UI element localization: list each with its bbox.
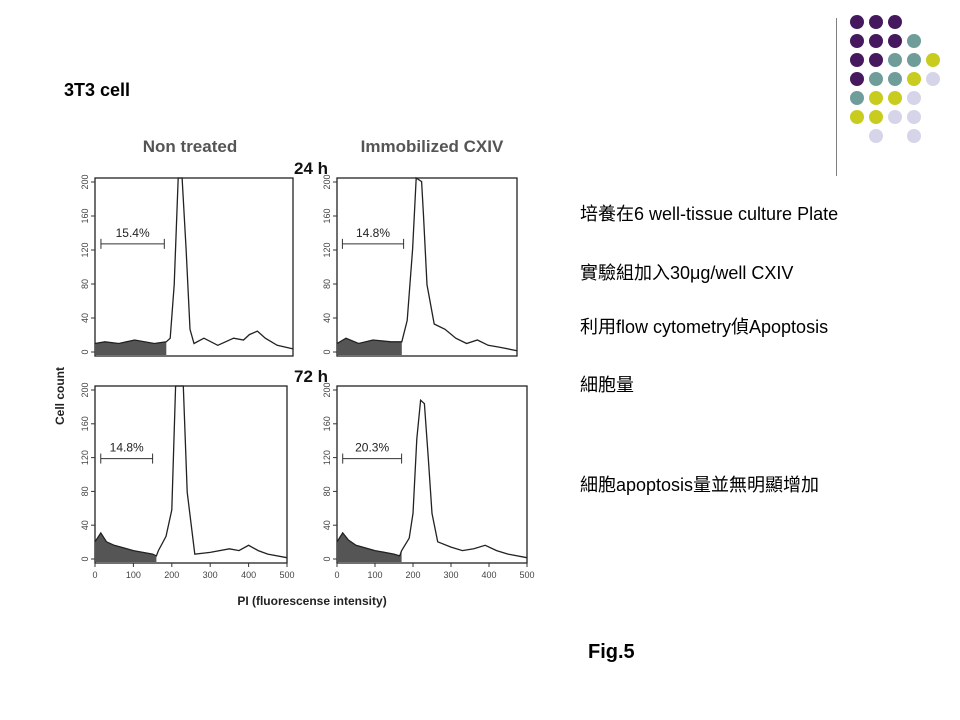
decor-dot [850,110,864,124]
x-tick-label: 500 [279,570,294,580]
figure-label: Fig.5 [588,641,635,663]
decor-dot [850,72,864,86]
decor-dot [926,53,940,67]
y-tick-label: 120 [80,242,90,257]
decor-dot [926,72,940,86]
y-tick-label: 40 [80,520,90,530]
x-tick-label: 100 [367,570,382,580]
x-tick-label: 200 [405,570,420,580]
y-tick-label: 160 [80,208,90,223]
y-tick-label: 80 [322,279,332,289]
histogram-line-non-treated-24h [94,177,294,350]
histogram-line-cxiv-72h [336,398,528,559]
y-tick-label: 0 [322,556,332,561]
y-tick-label: 200 [80,174,90,189]
y-tick-label: 160 [322,416,332,431]
decor-dot [850,15,864,29]
decor-dot [869,53,883,67]
apoptotic-region-non-treated-72h [95,532,157,562]
decor-dot [869,110,883,124]
divider-line [836,18,837,176]
decor-dot [850,91,864,105]
x-tick-label: 400 [481,570,496,580]
y-tick-label: 80 [80,279,90,289]
decor-dot [869,15,883,29]
y-tick-label: 0 [322,349,332,354]
time-label-72h: 72 h [294,367,328,386]
gate-percent-cxiv-72h: 20.3% [355,441,389,455]
decor-dot [869,34,883,48]
y-tick-label: 40 [322,313,332,323]
decor-dot [888,34,902,48]
bullet-method: 利用flow cytometry偵Apoptosis [580,317,829,337]
y-tick-label: 40 [80,313,90,323]
bullet-treatment: 實驗組加入30μg/well CXIV [580,263,794,283]
decor-dot [850,34,864,48]
panel-frame-cxiv-72h [336,385,528,564]
y-tick-label: 0 [80,349,90,354]
time-label-24h: 24 h [294,159,328,178]
panel-frame-non-treated-24h [94,177,294,357]
decorative-dot-grid [850,15,940,143]
gate-percent-cxiv-24h: 14.8% [356,226,390,240]
histogram-line-non-treated-72h [94,385,288,559]
apoptotic-region-non-treated-24h [95,340,167,355]
col-title-cxiv: Immobilized CXIV [361,137,504,156]
decor-dot [869,91,883,105]
x-tick-label: 100 [126,570,141,580]
bullet-culture: 培養在6 well-tissue culture Plate [580,204,839,224]
x-tick-label: 300 [203,570,218,580]
x-tick-label: 0 [92,570,97,580]
flow-cytometry-figure: Non treated Immobilized CXIV 24 h 72 h C… [53,137,535,608]
y-tick-label: 200 [322,174,332,189]
x-tick-label: 0 [334,570,339,580]
decor-dot [850,53,864,67]
decor-dot [907,53,921,67]
gate-percent-non-treated-72h: 14.8% [110,441,144,455]
y-tick-label: 120 [80,450,90,465]
decor-dot [869,129,883,143]
decor-dot [888,15,902,29]
bullet-conclusion: 細胞apoptosis量並無明顯增加 [580,475,820,495]
y-tick-label: 160 [80,416,90,431]
decor-dot [888,110,902,124]
decor-dot [888,72,902,86]
y-tick-label: 200 [80,382,90,397]
x-tick-label: 400 [241,570,256,580]
y-tick-label: 40 [322,520,332,530]
y-tick-label: 0 [80,556,90,561]
decor-dot [907,129,921,143]
decor-dot [907,91,921,105]
decor-dot [888,53,902,67]
x-axis-label: PI (fluorescense intensity) [237,594,386,608]
decor-dot [907,34,921,48]
slide-title: 3T3 cell [64,80,131,100]
y-tick-label: 120 [322,242,332,257]
x-tick-label: 200 [164,570,179,580]
panel-frame-non-treated-72h [94,385,288,564]
x-tick-label: 500 [519,570,534,580]
y-tick-label: 160 [322,208,332,223]
histogram-line-cxiv-24h [336,176,518,352]
decor-dot [869,72,883,86]
panel-frame-cxiv-24h [336,177,518,357]
apoptotic-region-cxiv-24h [337,338,402,355]
apoptotic-region-cxiv-72h [337,532,402,562]
decor-dot [907,72,921,86]
col-title-non-treated: Non treated [143,137,237,156]
gate-percent-non-treated-24h: 15.4% [116,226,150,240]
x-tick-label: 300 [443,570,458,580]
decor-dot [907,110,921,124]
y-tick-label: 120 [322,450,332,465]
y-tick-label: 80 [322,486,332,496]
y-tick-label: 200 [322,382,332,397]
bullet-method-cont: 細胞量 [580,375,634,395]
y-axis-label: Cell count [53,367,67,425]
y-tick-label: 80 [80,486,90,496]
decor-dot [888,91,902,105]
